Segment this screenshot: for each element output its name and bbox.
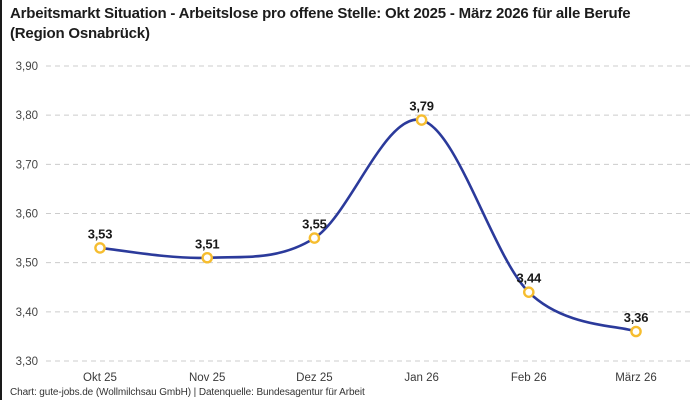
data-point-marker[interactable] [201,251,213,264]
data-point-marker[interactable] [94,242,106,254]
chart-attribution: Chart: gute-jobs.de (Wollmilchsau GmbH) … [10,387,365,398]
x-axis-tick-label: März 26 [615,372,657,384]
data-point-value-label: 3,79 [409,99,434,114]
y-axis-tick-label: 3,50 [16,258,38,270]
data-point-marker[interactable] [630,325,642,338]
x-axis-tick-label: Nov 25 [189,372,225,384]
x-axis-tick-label: Dez 25 [296,372,332,384]
data-point-value-label: 3,55 [302,217,327,232]
data-point-marker[interactable] [415,114,428,126]
data-point-value-label: 3,44 [517,271,542,286]
accent-left-border [0,0,2,400]
data-point-value-label: 3,51 [195,236,220,251]
y-axis-tick-label: 3,80 [16,110,38,122]
data-point-value-label: 3,36 [624,310,649,325]
data-line [98,118,638,333]
x-axis-tick-label: Feb 26 [511,372,547,384]
chart-title: Arbeitsmarkt Situation - Arbeitslose pro… [10,5,631,42]
y-axis-tick-label: 3,60 [16,209,38,221]
x-axis-tick-label: Okt 25 [83,372,117,384]
data-point-value-label: 3,53 [88,226,113,241]
y-axis-tick-label: 3,90 [16,61,38,73]
y-axis-tick-label: 3,40 [16,307,38,319]
y-axis-tick-label: 3,70 [16,159,38,171]
x-axis-tick-label: Jan 26 [404,372,439,384]
data-point-marker[interactable] [308,232,321,244]
data-point-marker[interactable] [523,286,535,298]
y-axis-tick-label: 3,30 [16,356,38,368]
